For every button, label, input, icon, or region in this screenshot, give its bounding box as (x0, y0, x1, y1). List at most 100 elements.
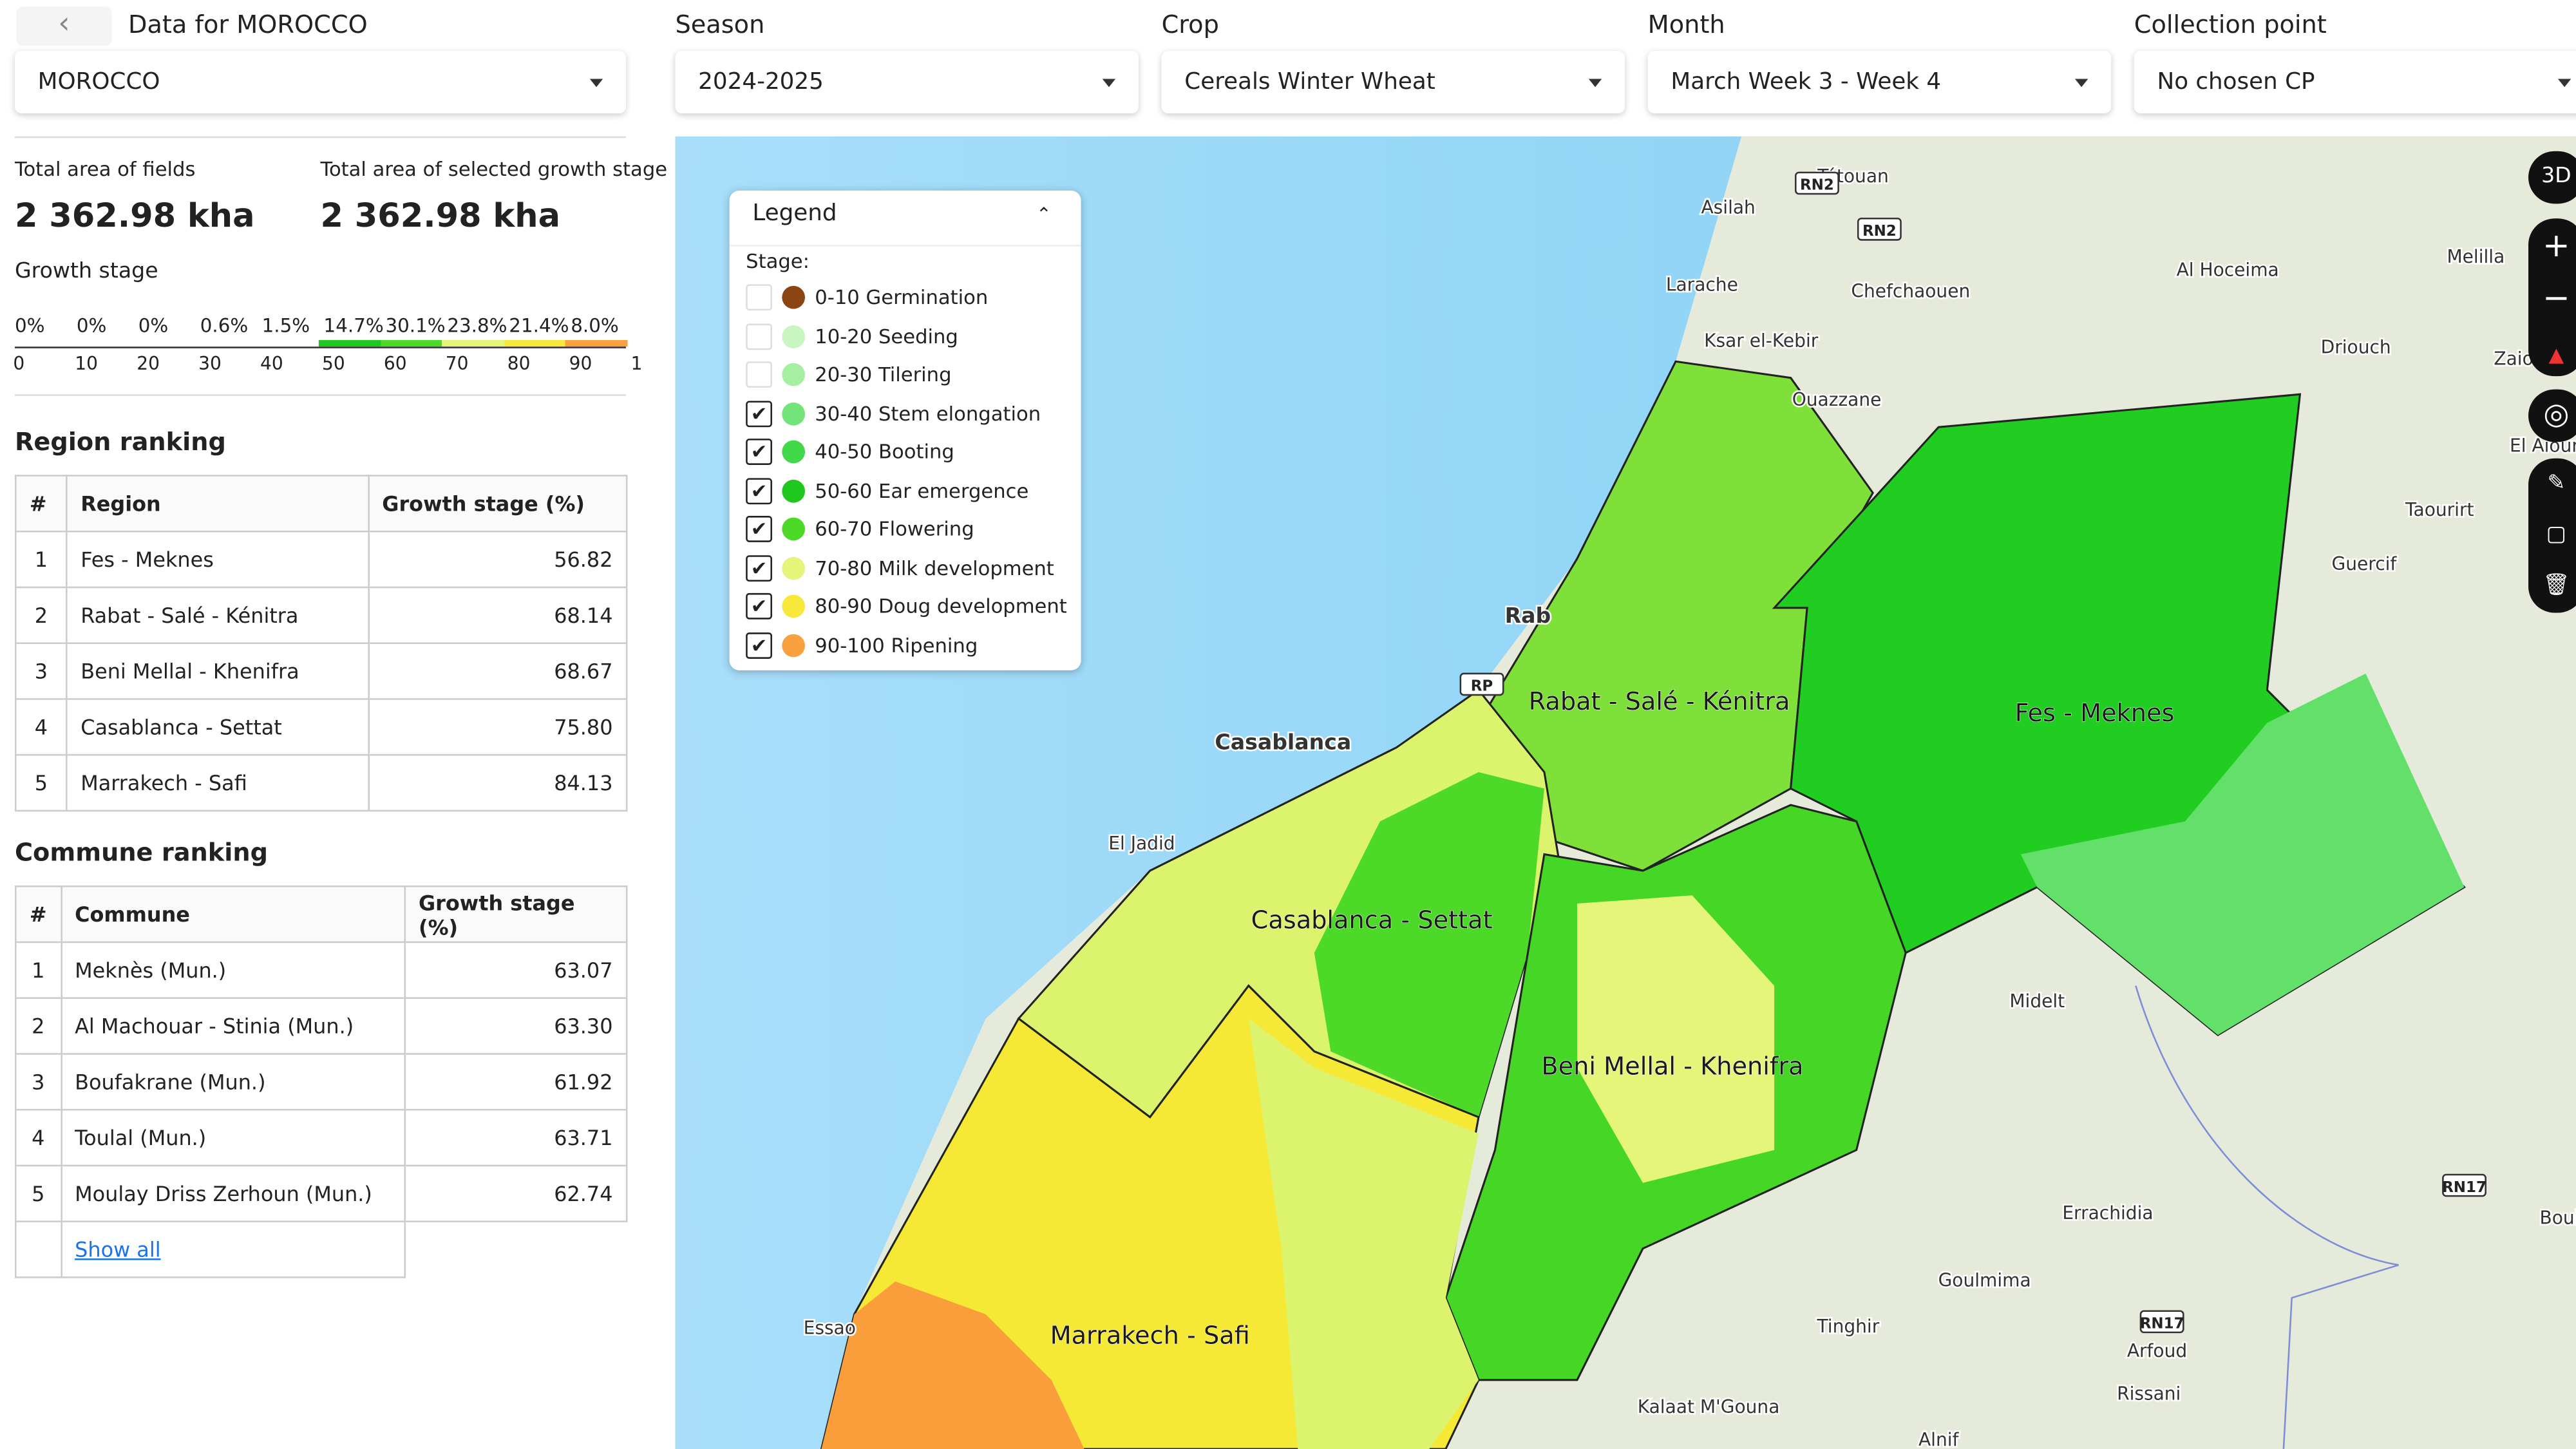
collapse-icon[interactable]: ⌃ (1036, 204, 1052, 225)
map[interactable]: Rabat - Salé - Kénitra Fes - Meknes Casabl… (675, 136, 2576, 1449)
row: 4 Casablanca - Settat 75.80 (14, 698, 628, 756)
legend-item: ✔ 90-100 Ripening (746, 630, 978, 659)
back-button[interactable]: ‹ (16, 6, 112, 46)
scale-tick: 10 (75, 353, 99, 375)
cell: 2 (14, 997, 62, 1055)
value-cell: 84.13 (367, 753, 628, 812)
page-title: Data for MOROCCO (128, 10, 368, 40)
legend-item: 10-20 Seeding (746, 321, 958, 351)
legend-label: 50-60 Ear emergence (815, 478, 1029, 502)
legend-label: 30-40 Stem elongation (815, 401, 1041, 425)
legend-title[interactable]: Legend (752, 200, 837, 227)
checkbox[interactable] (746, 284, 772, 311)
legend-item: 0-10 Germination (746, 283, 988, 312)
place-label: Ksar el-Kebir (1704, 330, 1819, 351)
bin-bar (504, 340, 566, 347)
checkbox[interactable]: ✔ (746, 439, 772, 465)
checkbox[interactable]: ✔ (746, 477, 772, 504)
region-label: Casablanca - Settat (1251, 905, 1493, 934)
legend-label: 20-30 Tilering (815, 363, 952, 386)
locate-control[interactable]: ◎ (2528, 389, 2576, 442)
filter-select[interactable]: March Week 3 - Week 4 (1647, 51, 2112, 114)
place-label: Guercif (2332, 553, 2398, 574)
checkbox[interactable]: ✔ (746, 631, 772, 658)
color-dot (782, 440, 805, 464)
cell: Meknès (Mun.) (60, 941, 406, 999)
draw-controls[interactable]: ✎ ▢ 🗑 (2528, 458, 2576, 613)
place-label: Asilah (1701, 197, 1755, 218)
scale-tick: 80 (507, 353, 531, 375)
color-dot (782, 324, 805, 348)
checkbox[interactable] (746, 361, 772, 388)
stat-label: Total area of fields (14, 157, 196, 181)
region-label: Rabat - Salé - Kénitra (1529, 687, 1790, 716)
column-header: # (14, 885, 62, 943)
road-label: RN2 (1862, 223, 1897, 240)
percent-label: 0% (76, 314, 107, 337)
filter-label: Collection point (2134, 10, 2327, 40)
value-cell: 68.14 (367, 586, 628, 644)
road-shield (2139, 1310, 2184, 1334)
percent-label: 8.0% (571, 314, 619, 337)
road-label: RN17 (2140, 1315, 2184, 1332)
color-dot (782, 517, 805, 541)
zoom-controls[interactable]: + − ▲ (2528, 218, 2576, 377)
scale-tick: 30 (198, 353, 222, 375)
color-dot (782, 633, 805, 657)
cell: Fes - Meknes (66, 530, 369, 589)
show-all-link[interactable]: Show all (75, 1236, 161, 1262)
color-dot (782, 478, 805, 502)
filter-select[interactable]: Cereals Winter Wheat (1161, 51, 1625, 114)
stage-label: Stage: (746, 249, 810, 273)
control-3d[interactable]: 3D (2528, 151, 2576, 204)
value-cell: 68.67 (367, 642, 628, 700)
checkbox[interactable] (746, 323, 772, 350)
place-label: Chefchaouen (1851, 281, 1970, 302)
filter-select[interactable]: 2024-2025 (675, 51, 1139, 114)
legend-item: ✔ 60-70 Flowering (746, 514, 974, 544)
row: 5 Moulay Driss Zerhoun (Mun.) 62.74 (14, 1164, 628, 1222)
cell: Toulal (Mun.) (60, 1108, 406, 1167)
bin-bar (565, 340, 628, 347)
percent-label: 0.6% (200, 314, 249, 337)
percent-label: 1.5% (261, 314, 310, 337)
place-label: Melilla (2447, 246, 2505, 267)
heading: Region ranking (14, 427, 226, 457)
bin-bar (318, 340, 381, 347)
growth-title: Growth stage (14, 260, 158, 285)
cell: Marrakech - Safi (66, 753, 369, 812)
road-shield (1794, 171, 1839, 195)
scale-tick: 20 (137, 353, 160, 375)
percent-label: 23.8% (447, 314, 507, 337)
place-label: Arfoud (2127, 1340, 2187, 1361)
place-label: Casablanca (1215, 729, 1351, 754)
cell: Boufakrane (Mun.) (60, 1053, 406, 1111)
filter-select[interactable]: No chosen CP (2134, 51, 2576, 114)
checkbox[interactable]: ✔ (746, 592, 772, 620)
percent-label: 0% (138, 314, 169, 337)
checkbox[interactable]: ✔ (746, 400, 772, 426)
color-dot (782, 594, 805, 618)
column-header: Growth stage (%) (404, 885, 628, 943)
header-row: # Commune Growth stage (%) (14, 885, 628, 943)
heading: Commune ranking (14, 838, 268, 867)
scale-tick: 1 (630, 353, 643, 375)
cell: 5 (14, 753, 68, 812)
value-cell: 61.92 (404, 1053, 628, 1111)
region-rabat (1477, 360, 1874, 872)
column-header: Region (66, 475, 369, 533)
percent-label: 30.1% (385, 314, 446, 337)
place-label: Rissani (2117, 1383, 2181, 1404)
place-label: Driouch (2321, 336, 2391, 357)
value-cell: 63.71 (404, 1108, 628, 1167)
checkbox[interactable]: ✔ (746, 516, 772, 542)
column-header: # (14, 475, 68, 533)
checkbox[interactable]: ✔ (746, 554, 772, 581)
column-header: Commune (60, 885, 406, 943)
country-select[interactable]: MOROCCO (14, 51, 626, 114)
place-label: Tinghir (1817, 1316, 1880, 1337)
cell: 1 (14, 530, 68, 589)
legend-label: 90-100 Ripening (815, 633, 978, 657)
filter-label: Month (1647, 10, 1725, 40)
